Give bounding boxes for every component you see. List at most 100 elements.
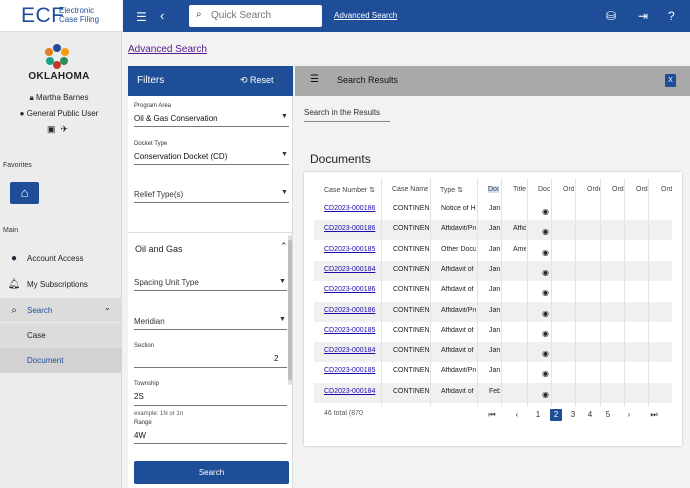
eye-view-icon[interactable]: ◉ <box>542 390 549 399</box>
eye-view-icon[interactable]: ◉ <box>542 329 549 338</box>
doc-date-cell: Jan <box>489 347 500 354</box>
page-3[interactable]: 3 <box>570 410 576 419</box>
case-number-link[interactable]: CD2023-000184 <box>324 347 376 354</box>
search-button[interactable]: Search <box>134 461 289 484</box>
dropdown-arrow-icon[interactable]: ▼ <box>279 316 286 323</box>
chevron-up-icon[interactable]: ⌃ <box>280 241 288 251</box>
type-cell: Affidavit of I <box>441 327 476 334</box>
help-icon[interactable]: ? <box>668 9 675 23</box>
column-header-order-3[interactable]: Order <box>612 186 624 193</box>
table-row[interactable] <box>314 342 672 362</box>
column-header-title[interactable]: Title <box>513 186 526 193</box>
relief-types-underline <box>134 202 289 203</box>
range-input[interactable]: 4W <box>134 431 146 440</box>
first-page-icon[interactable]: ⏮ <box>488 410 496 419</box>
nav-item-my-subscriptions[interactable]: 🔔︎ My Subscriptions <box>0 272 122 296</box>
eye-view-icon[interactable]: ◉ <box>542 309 549 318</box>
search-in-results-input[interactable]: Search in the Results <box>304 108 381 117</box>
spacing-unit-select[interactable]: Spacing Unit Type <box>134 278 199 287</box>
column-header-order-5[interactable]: Order <box>661 186 672 193</box>
doc-date-cell: Jan <box>489 286 500 293</box>
dropdown-arrow-icon[interactable]: ▼ <box>279 278 286 285</box>
next-page-icon[interactable]: › <box>627 410 631 419</box>
sort-lines-icon[interactable]: ☰ <box>310 74 319 85</box>
page-5[interactable]: 5 <box>605 410 611 419</box>
eye-view-icon[interactable]: ◉ <box>542 268 549 277</box>
user-quick-icons: ▣ ✈︎ <box>47 124 77 136</box>
user-role: ● General Public User <box>19 109 99 118</box>
dropdown-arrow-icon[interactable]: ▼ <box>281 151 288 158</box>
eye-view-icon[interactable]: ◉ <box>542 349 549 358</box>
oil-gas-section <box>128 232 293 448</box>
quick-search-input[interactable] <box>211 8 319 23</box>
column-header-case-name[interactable]: Case Name <box>392 186 428 193</box>
eye-view-icon[interactable]: ◉ <box>542 369 549 378</box>
nav-item-search[interactable]: ⌕ Search <box>0 298 122 322</box>
eye-view-icon[interactable]: ◉ <box>542 288 549 297</box>
column-divider <box>430 178 431 406</box>
doc-date-cell: Jan <box>489 205 500 212</box>
case-number-link[interactable]: CD2023-000186 <box>324 286 376 293</box>
table-row[interactable] <box>314 220 672 240</box>
doc-date-cell: Jan <box>489 225 500 232</box>
advanced-search-link-top[interactable]: Advanced Search <box>334 11 398 20</box>
meridian-select[interactable]: Meridian <box>134 317 165 326</box>
favorites-label: Favorites <box>3 162 32 169</box>
hamburger-menu-icon[interactable]: ☰ <box>136 10 147 24</box>
filter-scrollbar-thumb[interactable] <box>288 240 292 380</box>
township-input[interactable]: 2S <box>134 392 144 401</box>
table-row[interactable] <box>314 302 672 322</box>
column-header-order-1[interactable]: Order <box>563 186 574 193</box>
page-2-current[interactable]: 2 <box>550 409 562 421</box>
search-in-results-underline <box>304 121 390 122</box>
case-number-link[interactable]: CD2023-000185 <box>324 367 376 374</box>
reset-button[interactable]: ⟲ Reset <box>240 75 274 85</box>
dropdown-arrow-icon[interactable]: ▼ <box>281 113 288 120</box>
type-cell: Affidavit of I <box>441 388 476 395</box>
chevron-down-icon[interactable]: ⌄ <box>104 303 111 312</box>
nav-subitem-document[interactable]: Document <box>0 348 122 373</box>
page-4[interactable]: 4 <box>587 410 593 419</box>
chevron-left-icon[interactable]: ‹ <box>160 8 165 23</box>
column-header-doc-date[interactable]: Doc <box>488 186 499 193</box>
excel-export-icon[interactable]: X <box>665 74 676 87</box>
case-number-link[interactable]: CD2023-000184 <box>324 388 376 395</box>
docket-type-select[interactable]: Conservation Docket (CD) <box>134 152 228 161</box>
eye-view-icon[interactable]: ◉ <box>542 207 549 216</box>
advanced-search-link[interactable]: Advanced Search <box>128 44 207 55</box>
relief-types-select[interactable]: Relief Type(s) <box>134 190 184 199</box>
case-number-link[interactable]: CD2023-000184 <box>324 266 376 273</box>
prev-page-icon[interactable]: ‹ <box>515 410 519 419</box>
eye-view-icon[interactable]: ◉ <box>542 248 549 257</box>
column-header-order-4[interactable]: Order <box>636 186 648 193</box>
case-name-cell: CONTINENT <box>393 327 429 334</box>
case-number-link[interactable]: CD2023-000186 <box>324 307 376 314</box>
last-page-icon[interactable]: ⏭ <box>650 410 658 419</box>
column-header-order-2[interactable]: Order <box>587 186 600 193</box>
column-header-type[interactable]: Type ⇅ <box>440 187 463 194</box>
doc-date-cell: Jan <box>489 246 500 253</box>
table-row[interactable] <box>314 383 672 403</box>
id-card-icon[interactable]: ▣ <box>47 124 56 134</box>
bell-icon: 🔔︎ <box>7 278 21 290</box>
eye-view-icon[interactable]: ◉ <box>542 227 549 236</box>
case-number-link[interactable]: CD2023-000185 <box>324 246 376 253</box>
logout-icon[interactable]: ⇥ <box>638 9 649 23</box>
case-number-link[interactable]: CD2023-000185 <box>324 327 376 334</box>
nav-item-account-access[interactable]: ● Account Access <box>0 246 122 270</box>
oklahoma-logo-icon <box>45 44 69 69</box>
airplane-icon[interactable]: ✈︎ <box>60 124 69 134</box>
column-header-doc[interactable]: Doc <box>538 186 550 193</box>
nav-subitem-case[interactable]: Case <box>0 323 122 348</box>
program-area-select[interactable]: Oil & Gas Conservation <box>134 114 218 123</box>
column-header-case-number[interactable]: Case Number ⇅ <box>324 187 375 194</box>
column-divider <box>648 178 649 406</box>
case-number-link[interactable]: CD2023-000186 <box>324 205 376 212</box>
case-number-link[interactable]: CD2023-000186 <box>324 225 376 232</box>
paint-bucket-icon[interactable]: ⛁ <box>606 9 617 23</box>
page-1[interactable]: 1 <box>535 410 541 419</box>
home-button[interactable]: ⌂ <box>10 182 39 204</box>
section-input[interactable]: 2 <box>274 354 279 363</box>
table-row[interactable] <box>314 261 672 281</box>
dropdown-arrow-icon[interactable]: ▼ <box>281 189 288 196</box>
